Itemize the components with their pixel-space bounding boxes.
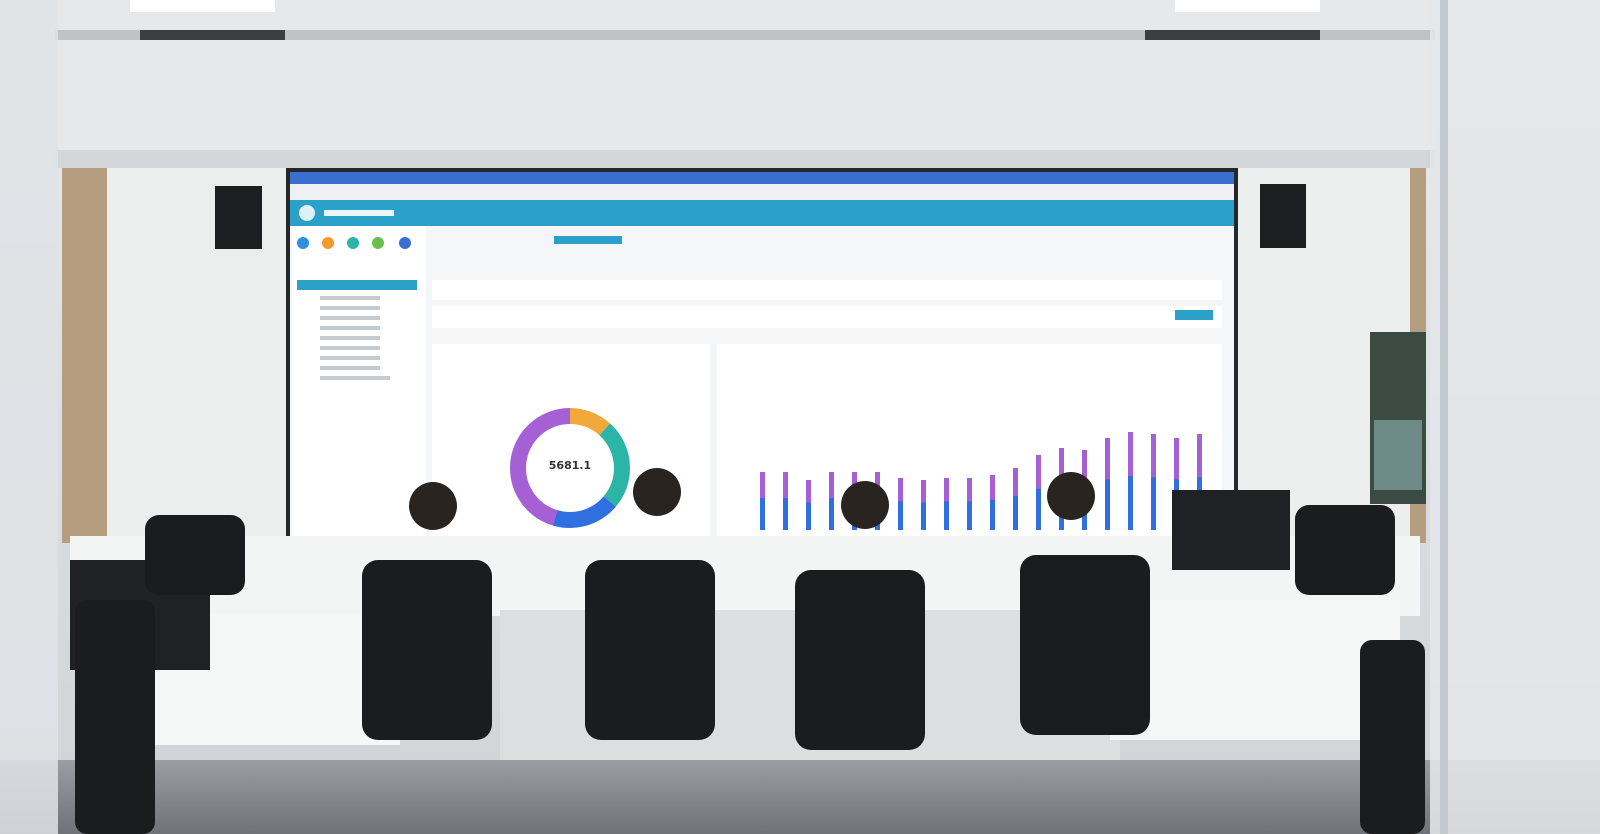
chair (585, 560, 715, 740)
floor (0, 760, 1600, 834)
chairs (75, 505, 1425, 834)
donut-segment (510, 408, 630, 528)
decorative-bar (783, 498, 788, 530)
ceiling (55, 0, 1435, 160)
sidebar-item (320, 316, 380, 320)
sidebar-icon (297, 237, 309, 249)
sidebar-icons (297, 237, 411, 249)
ceiling-vent (1145, 30, 1320, 40)
wood-panel (62, 168, 107, 543)
people (409, 468, 1095, 530)
sidebar-item (320, 346, 380, 350)
active-tab (554, 236, 622, 244)
glass-frame (0, 0, 58, 834)
chair (362, 560, 492, 740)
sidebar (292, 226, 426, 538)
person-head (841, 481, 889, 529)
monitor (1172, 490, 1290, 570)
sidebar-item (320, 366, 380, 370)
decorative-bar (1151, 477, 1156, 530)
app-logo (299, 205, 315, 221)
person-head (1047, 472, 1095, 520)
chair (75, 600, 155, 834)
ceiling-light (130, 0, 275, 12)
chair (145, 515, 245, 595)
chair (1020, 555, 1150, 735)
decorative-bar (898, 501, 903, 530)
sidebar-icon (322, 237, 334, 249)
ceiling-vent (140, 30, 285, 40)
chair (1295, 505, 1395, 595)
person-head (409, 482, 457, 530)
sidebar-item (320, 336, 380, 340)
chair (1360, 640, 1425, 834)
decorative-bar (829, 498, 834, 530)
ceiling-edge (55, 150, 1435, 168)
app-title-blur (324, 210, 394, 216)
browser-tabs (290, 172, 1234, 184)
sidebar-item (320, 376, 390, 380)
sidebar-item (320, 306, 380, 310)
speaker (215, 186, 262, 249)
app-header (290, 200, 1234, 226)
decorative-bar (760, 498, 765, 530)
decorative-bar (990, 499, 995, 530)
decorative-bar (1036, 488, 1041, 530)
sidebar-icon (399, 237, 411, 249)
sidebar-item (320, 356, 380, 360)
wall-monitor-image (1374, 420, 1422, 490)
decorative-bar (1105, 479, 1110, 530)
sub-tabs (432, 280, 1222, 300)
decorative-bar (1128, 476, 1133, 530)
sidebar-list (320, 296, 390, 380)
decorative-bar (921, 502, 926, 530)
ceiling-light (1175, 0, 1320, 12)
donut-segment (510, 408, 630, 528)
decorative-bar (1013, 495, 1018, 530)
decorative-bar (806, 502, 811, 530)
donut-center-value: 5681.1 (549, 459, 591, 472)
filter-bar (432, 306, 1222, 328)
donut-chart (510, 408, 630, 528)
decorative-bar (944, 501, 949, 530)
sidebar-item (320, 326, 380, 330)
sidebar-selected-item (297, 280, 417, 290)
query-button (1175, 310, 1213, 320)
glass-edge (1440, 0, 1448, 834)
donut-segment (510, 408, 630, 528)
sidebar-item (320, 296, 380, 300)
person-head (633, 468, 681, 516)
sidebar-icon (372, 237, 384, 249)
glass-panel (1430, 0, 1600, 834)
sidebar-icon (347, 237, 359, 249)
side-desk (1110, 600, 1400, 740)
chair (795, 570, 925, 750)
speaker (1260, 184, 1306, 248)
decorative-bar (967, 501, 972, 530)
browser-address-bar (290, 184, 1234, 200)
ceiling-rail (55, 30, 1435, 40)
